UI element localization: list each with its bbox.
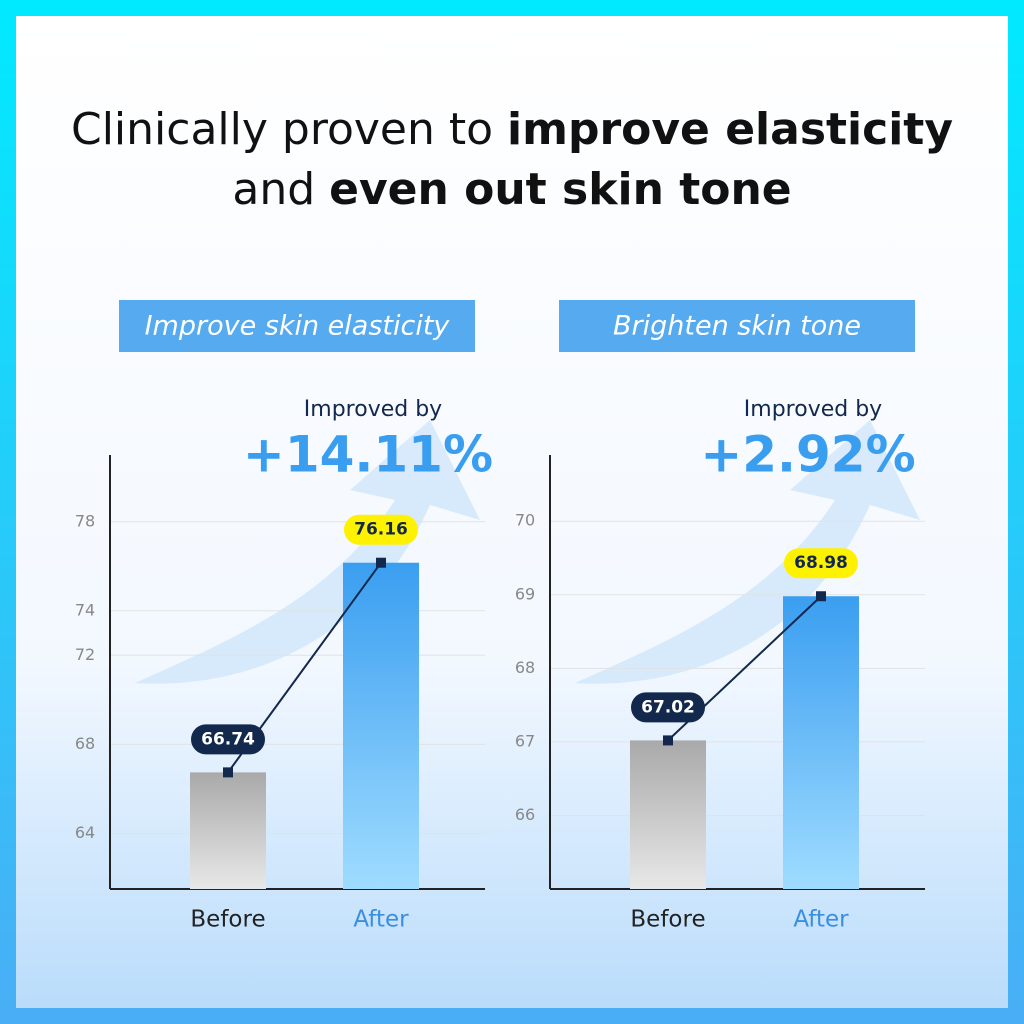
badge [119, 300, 475, 352]
y-tick-label: 67 [515, 731, 535, 750]
title-part: Clinically proven to [71, 104, 507, 155]
badge [559, 300, 915, 352]
x-tick-label: Before [190, 907, 265, 933]
y-tick-label: 72 [75, 645, 95, 664]
annotation-value: +2.92% [700, 426, 915, 484]
value-label: 68.98 [794, 553, 848, 573]
value-label: 66.74 [201, 729, 255, 749]
decor-arrow [575, 420, 920, 684]
point-marker [663, 735, 673, 746]
badge-text: Improve skin elasticity [145, 311, 451, 342]
x-tick-label: After [793, 907, 849, 933]
annotation-label: Improved by [744, 397, 882, 422]
y-tick-label: 74 [75, 600, 95, 619]
bar [783, 596, 859, 889]
x-tick-label: After [353, 907, 409, 933]
point-marker [223, 767, 233, 778]
title-line: Clinically proven to improve elasticity [71, 104, 953, 155]
title-part: improve elasticity [507, 104, 953, 155]
value-pill [344, 514, 418, 545]
y-tick-label: 66 [515, 805, 535, 824]
decor-arrow [135, 420, 480, 684]
bar [190, 772, 266, 889]
value-label: 76.16 [354, 520, 408, 540]
annotation-label: Improved by [304, 397, 442, 422]
y-tick-label: 68 [75, 734, 95, 753]
title-line: and even out skin tone [232, 164, 791, 215]
value-label: 67.02 [641, 697, 695, 717]
x-tick-label: Before [630, 907, 705, 933]
title-part: even out skin tone [329, 164, 792, 215]
y-tick-label: 68 [515, 658, 535, 677]
value-pill [784, 548, 858, 579]
y-tick-label: 70 [515, 511, 535, 530]
point-marker [376, 557, 386, 568]
point-marker [816, 591, 826, 602]
y-tick-label: 69 [515, 584, 535, 603]
annotation-value: +14.11% [243, 426, 493, 484]
bar [343, 562, 419, 889]
value-pill [631, 692, 705, 723]
bar [630, 740, 706, 889]
badge-text: Brighten skin tone [613, 311, 861, 342]
title-part: and [232, 164, 329, 215]
y-tick-label: 64 [75, 823, 95, 842]
value-pill [191, 724, 265, 755]
y-tick-label: 78 [75, 511, 95, 530]
